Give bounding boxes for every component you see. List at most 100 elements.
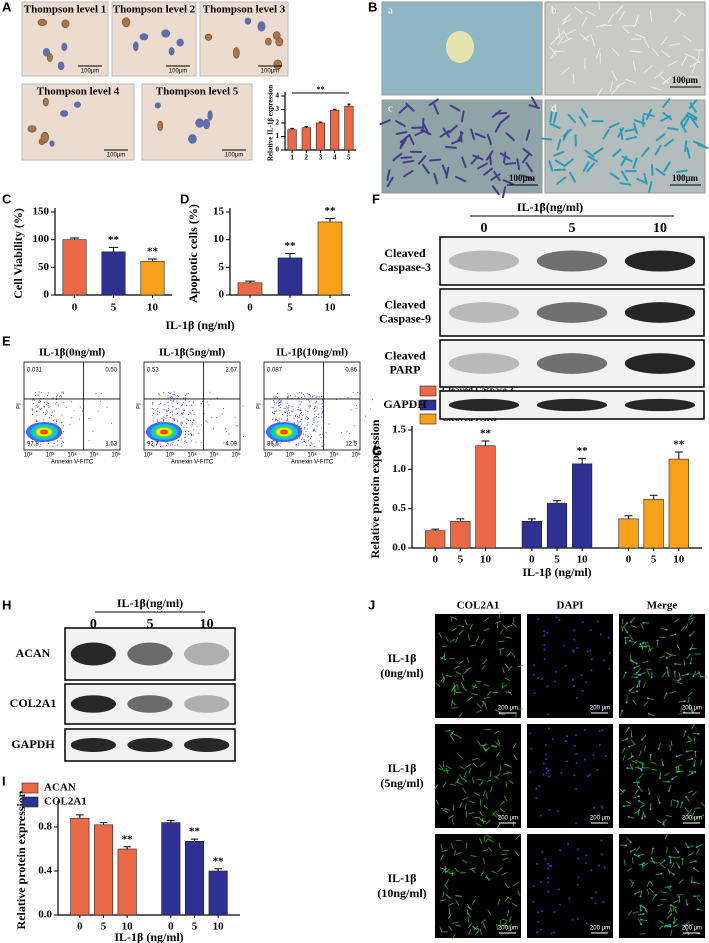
event [152,415,154,417]
cell [244,17,252,25]
nucleus [602,900,605,903]
nucleus [592,753,595,756]
fiber [464,804,467,811]
fiber [669,905,672,912]
event [277,419,279,421]
if-row-label: IL-1β [388,651,417,665]
event [318,416,320,418]
y-tick-label: 5 [219,261,225,273]
event [184,436,186,438]
fiber [435,682,441,688]
cell-shape [660,36,668,46]
fiber [482,849,489,852]
event [158,412,160,414]
fiber [438,632,442,638]
event [370,408,372,410]
nucleus [596,620,599,623]
event [167,415,169,417]
blot-row-label: Cleaved [384,246,426,260]
event [168,443,170,445]
fiber [479,837,482,844]
event [200,442,202,444]
cell [121,17,131,28]
fiber [660,891,667,893]
bar [70,817,90,916]
fiber [465,667,472,671]
event [279,401,281,403]
nucleus [696,908,699,911]
nucleus [695,846,698,849]
event [316,425,318,427]
event [55,422,57,424]
cell-shape [503,151,507,164]
cell-shape [686,112,698,119]
fiber [475,636,480,642]
event [322,399,324,401]
cell-shape [634,33,646,39]
event [56,397,58,399]
fiber [440,807,447,810]
fiber [453,682,456,689]
cell-shape [561,66,570,75]
nucleus [540,928,543,931]
fiber [448,902,454,906]
quadrant-value: 0.53 [147,368,159,374]
nucleus [587,775,590,778]
event [167,401,169,403]
nucleus [577,857,580,860]
event [302,433,304,435]
event [281,413,283,415]
cell-shape [504,162,517,166]
scale-bar-label: 200 μm [682,706,702,712]
fiber [481,700,485,707]
nucleus [694,750,697,753]
flow-x-label: Annexin V-FITC [171,460,214,466]
event [300,410,302,412]
nucleus [694,860,697,863]
event [181,422,183,424]
event [299,404,301,406]
fiber [673,908,678,914]
event [312,423,314,425]
cell [207,110,213,121]
fiber [693,737,696,744]
nucleus [607,636,610,639]
event [62,391,64,393]
event [52,445,54,447]
cell-shape [662,111,673,121]
fiber [467,916,470,923]
fiber [495,751,500,758]
y-tick-label: 0.0 [38,909,52,921]
micrograph-title: Thompson level 4 [37,86,120,98]
event [307,424,309,426]
nucleus [647,712,650,715]
fiber [499,765,502,772]
cell-shape [433,172,439,185]
fiber [629,764,634,770]
event [168,409,170,411]
event [298,422,300,424]
fiber [474,929,480,935]
fiber [495,923,499,930]
cell [154,102,161,109]
fiber [676,801,680,808]
nucleus [543,634,546,637]
cell-shape [620,170,629,182]
fiber [623,859,626,866]
event [151,404,153,406]
event [33,402,35,404]
scale-bar-label: 200 μm [498,926,518,932]
nucleus [635,662,638,665]
fiber [495,741,501,747]
x-tick-label: 0 [247,302,253,314]
fiber [471,925,477,931]
fiber [502,667,505,674]
event [242,405,244,407]
fiber [481,664,486,671]
nucleus [545,771,548,774]
event [195,441,197,443]
fiber [451,870,454,877]
event [320,415,322,417]
x-tick-label: 4 [333,154,337,162]
nucleus [674,633,677,636]
